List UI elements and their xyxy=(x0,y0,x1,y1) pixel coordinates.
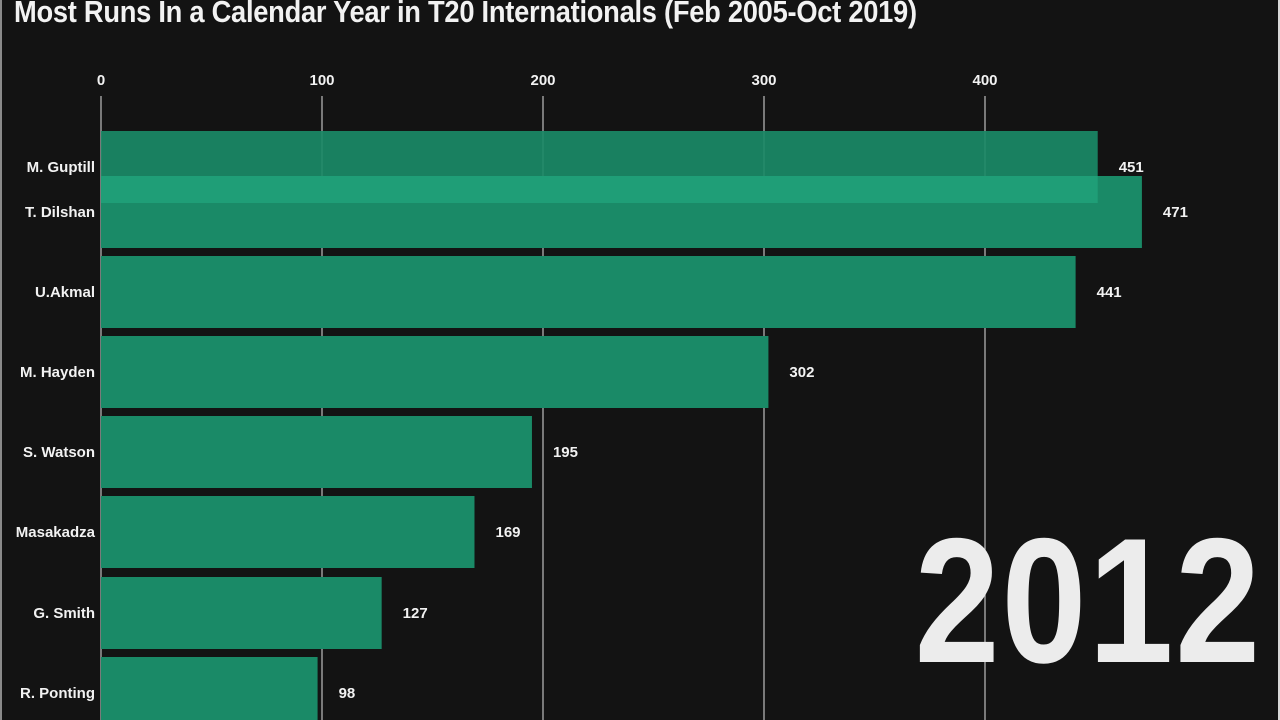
value-label: 451 xyxy=(1119,159,1144,176)
value-label: 441 xyxy=(1097,284,1122,301)
bar-overlap-region xyxy=(101,176,1098,203)
category-label: U.Akmal xyxy=(35,284,95,301)
bar-g-smith xyxy=(101,577,382,649)
left-border xyxy=(0,0,2,720)
category-label: S. Watson xyxy=(23,444,95,461)
chart-title: Most Runs In a Calendar Year in T20 Inte… xyxy=(14,0,917,29)
value-label: 127 xyxy=(403,605,428,622)
value-label: 471 xyxy=(1163,204,1188,221)
bar-m-hayden xyxy=(101,336,769,408)
value-label: 302 xyxy=(789,364,814,381)
x-tick-label: 400 xyxy=(972,72,997,89)
x-tick-label: 100 xyxy=(309,72,334,89)
category-label: G. Smith xyxy=(33,605,95,622)
category-label: M. Hayden xyxy=(20,364,95,381)
x-tick-label: 300 xyxy=(751,72,776,89)
bars xyxy=(101,131,1142,720)
year-label: 2012 xyxy=(914,501,1262,700)
value-label: 169 xyxy=(495,524,520,541)
bar-u-akmal xyxy=(101,256,1076,328)
bar-masakadza xyxy=(101,496,475,568)
value-label: 195 xyxy=(553,444,578,461)
bar-s-watson xyxy=(101,416,532,488)
category-label: T. Dilshan xyxy=(25,204,95,221)
value-label: 98 xyxy=(339,685,356,702)
category-label: R. Ponting xyxy=(20,685,95,702)
category-label: Masakadza xyxy=(16,524,96,541)
x-tick-label: 200 xyxy=(530,72,555,89)
category-label: M. Guptill xyxy=(27,159,95,176)
right-border xyxy=(1278,0,1280,720)
bar-r-ponting xyxy=(101,657,318,720)
x-tick-label: 0 xyxy=(97,72,105,89)
labels: 0 100 200 300 400 M. Guptill 451 T. Dilshan 471 U… xyxy=(16,72,1188,702)
